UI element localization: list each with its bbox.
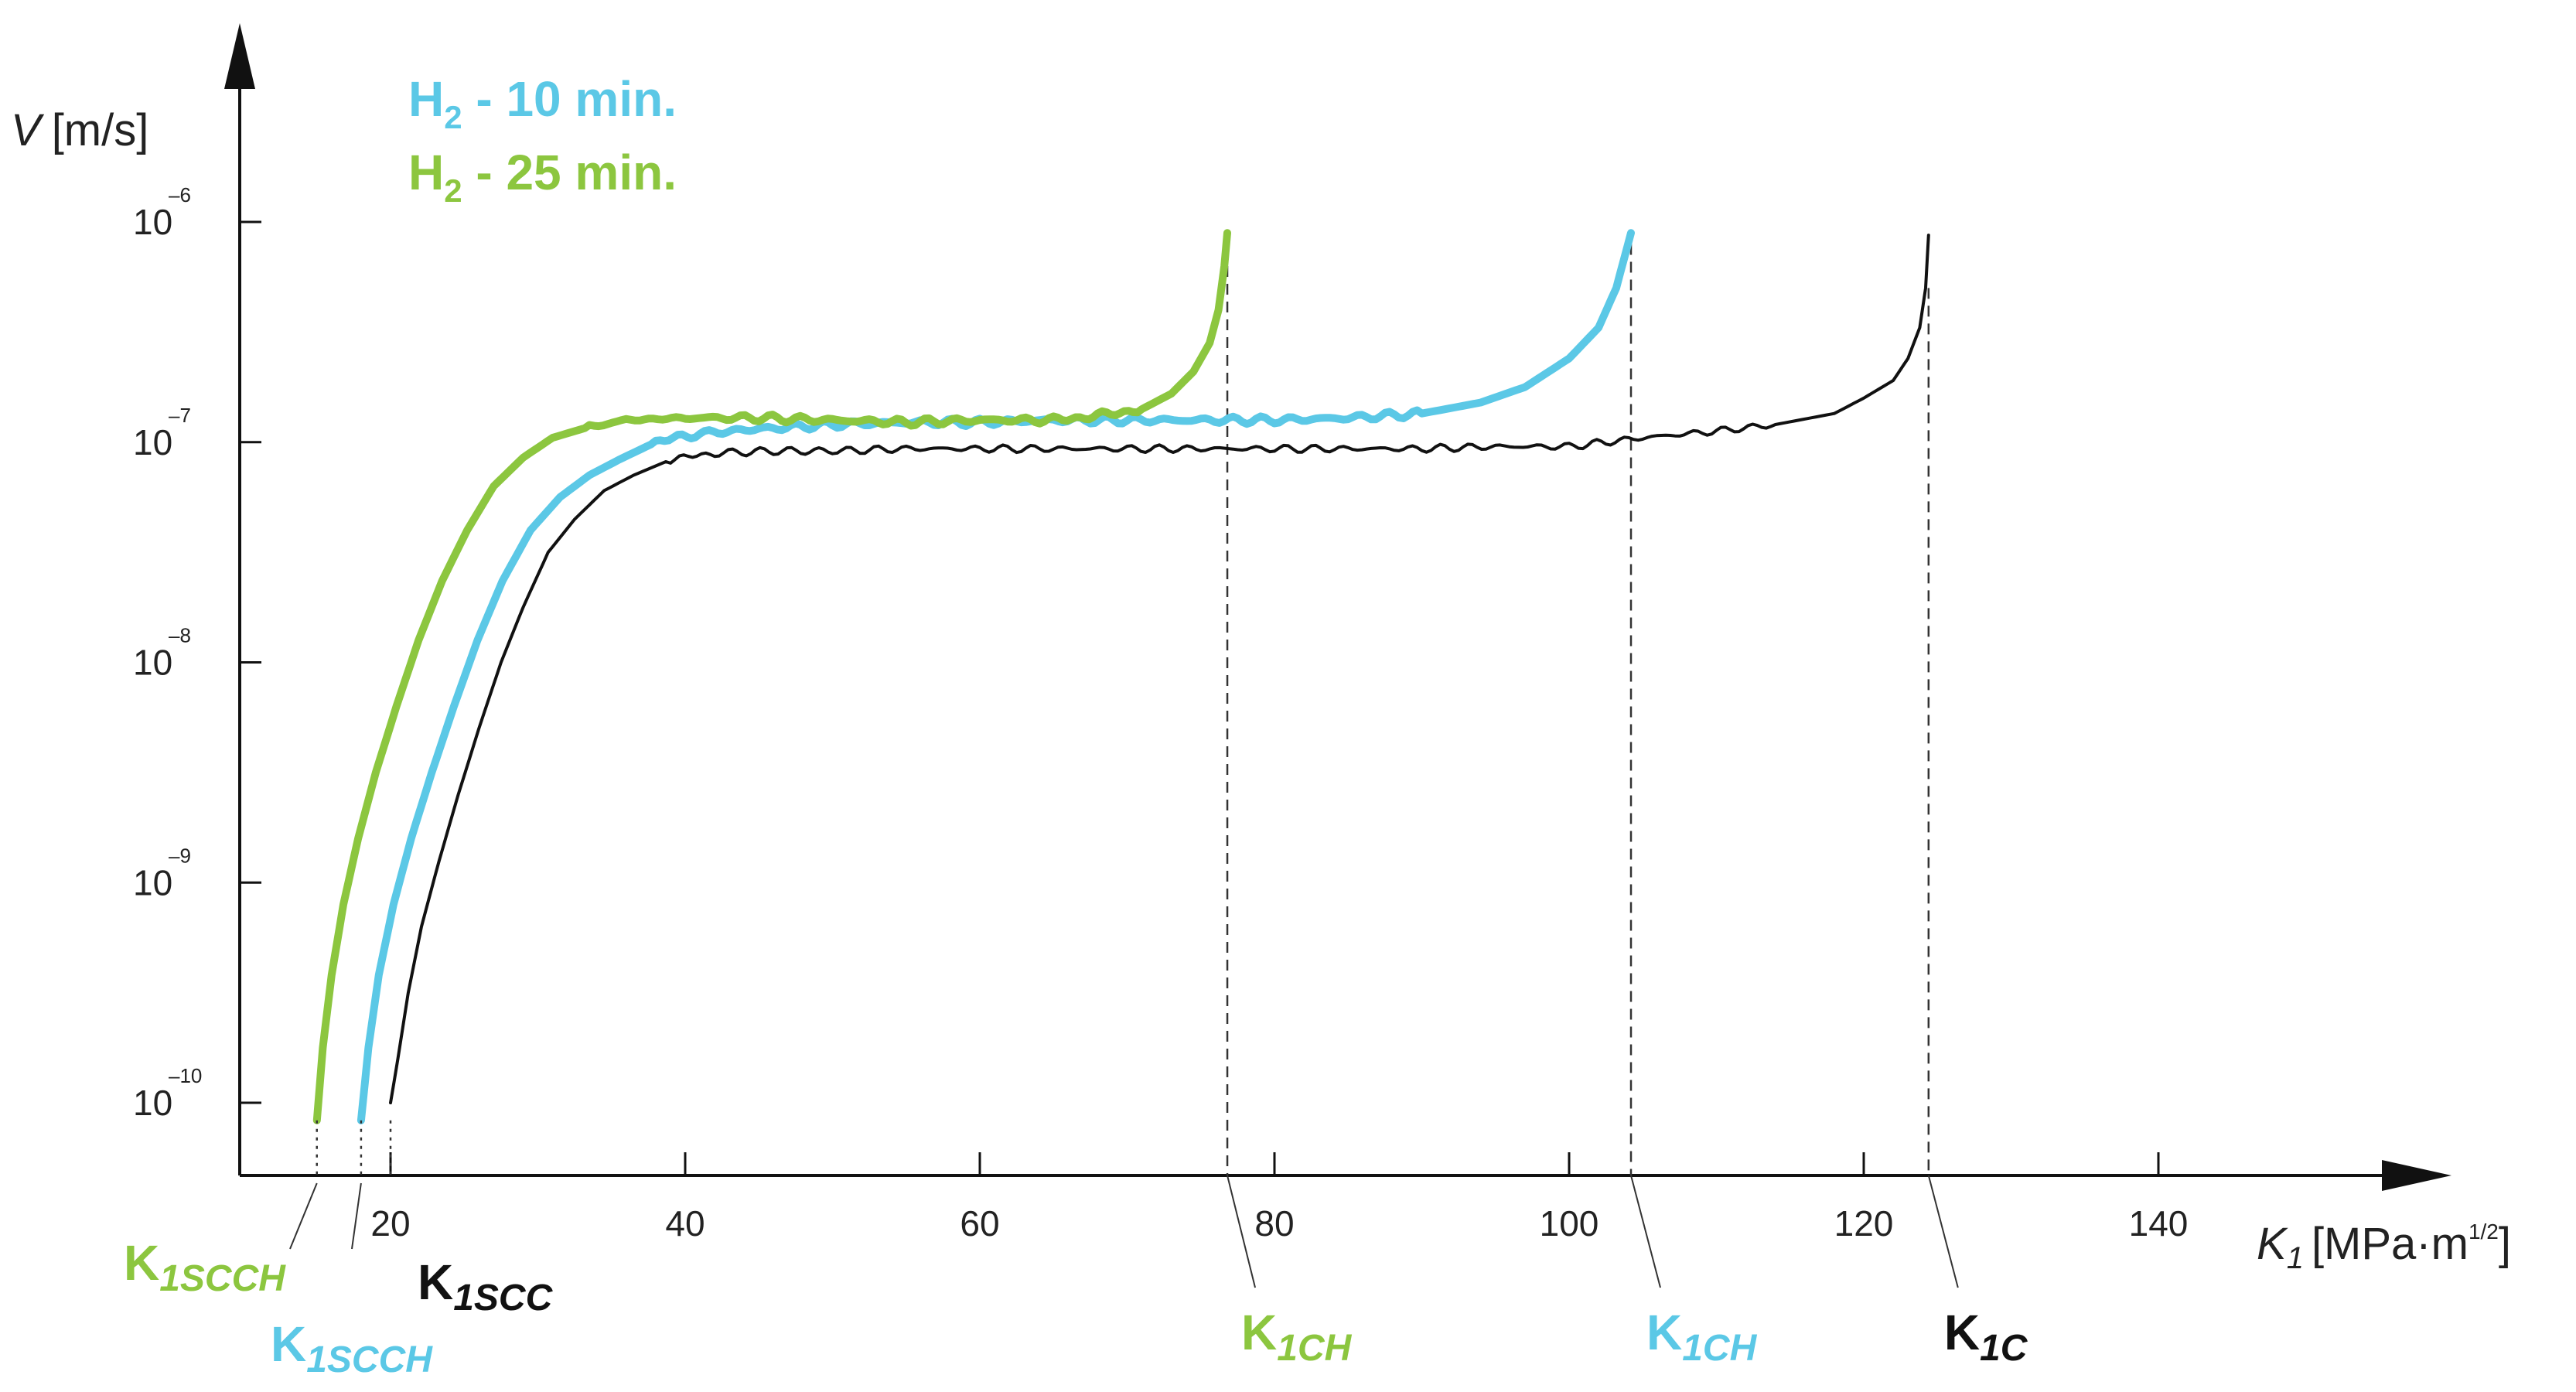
x-tick-label: 40 <box>665 1203 705 1244</box>
x-axis-symbol: K <box>2257 1219 2288 1269</box>
x-tick-label: 140 <box>2129 1203 2189 1244</box>
y-tick-label: 10 <box>133 422 172 462</box>
critical-label: K1CH <box>1646 1305 1758 1369</box>
critical-lines: K1CH K1CH K1C <box>1226 244 2028 1369</box>
y-axis-arrow <box>224 23 255 89</box>
x-tick-label: 100 <box>1540 1203 1599 1244</box>
y-tick-label: 10 <box>133 1083 172 1123</box>
y-tick-label: 10 <box>133 643 172 683</box>
x-axis-unit-exp: 1/2 <box>2469 1220 2499 1244</box>
y-axis-symbol: V <box>11 105 45 155</box>
critical-leader <box>1927 1175 1959 1288</box>
critical-leader <box>1630 1175 1661 1288</box>
legend-entry-10min: H2 - 10 min. <box>408 71 677 135</box>
x-tick-label: 80 <box>1254 1203 1294 1244</box>
y-axis-unit: [m/s] <box>52 105 149 155</box>
x-axis-unit-open: [MPa·m <box>2312 1219 2469 1269</box>
critical-label: K1CH <box>1241 1305 1353 1369</box>
series-line <box>357 229 1635 1124</box>
threshold-label: K1SCC <box>418 1254 554 1319</box>
y-tick-label: 10 <box>133 862 172 902</box>
y-tick-label: 10 <box>133 202 172 242</box>
series-line <box>312 229 1231 1124</box>
legend: H2 - 10 min. H2 - 25 min. <box>408 71 677 209</box>
x-axis-subscript: 1 <box>2287 1241 2304 1275</box>
threshold-label: K1SCCH <box>124 1235 286 1299</box>
series-line <box>389 234 1930 1104</box>
x-ticks: 20 40 60 80 100 120 140 <box>370 1152 2188 1244</box>
x-axis-arrow <box>2382 1160 2451 1191</box>
threshold-leader <box>289 1182 318 1250</box>
y-tick-exponent: –6 <box>169 183 191 206</box>
critical-leader <box>1227 1175 1257 1288</box>
series-layer <box>312 229 1930 1124</box>
legend-entry-25min: H2 - 25 min. <box>408 145 677 209</box>
threshold-leader <box>351 1182 362 1250</box>
y-tick-exponent: –8 <box>169 624 191 647</box>
y-axis-label: V [m/s] <box>11 105 148 155</box>
threshold-label: K1SCCH <box>271 1316 433 1380</box>
y-tick-exponent: –9 <box>169 844 191 867</box>
x-tick-label: 20 <box>370 1203 410 1244</box>
x-tick-label: 120 <box>1834 1203 1894 1244</box>
x-axis-unit-close: ] <box>2499 1219 2511 1269</box>
y-tick-exponent: –10 <box>169 1064 202 1087</box>
x-tick-label: 60 <box>960 1203 999 1244</box>
y-ticks: 10–610–710–810–910–10 <box>133 183 261 1123</box>
x-axis-label: K1 [MPa·m1/2] <box>2257 1219 2511 1275</box>
y-tick-exponent: –7 <box>169 404 191 427</box>
critical-label: K1C <box>1944 1305 2028 1369</box>
